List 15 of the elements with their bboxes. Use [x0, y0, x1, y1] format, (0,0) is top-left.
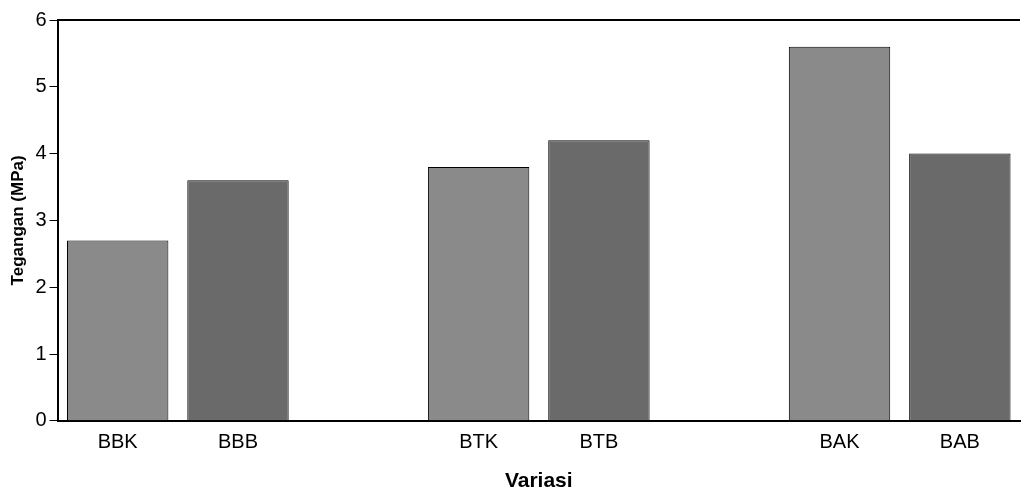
- y-tick-label: 4: [35, 141, 47, 164]
- x-tick-label: BTB: [579, 430, 619, 453]
- y-tick-label: 1: [35, 341, 47, 364]
- x-tick-label: BBK: [97, 430, 139, 453]
- x-tick-label: BAK: [819, 430, 861, 453]
- y-tick-label: 3: [35, 207, 47, 230]
- y-tick-label: 6: [35, 7, 47, 30]
- x-axis-title: Variasi: [504, 468, 573, 492]
- y-tick-label: 5: [35, 74, 47, 97]
- y-axis-title: Tegangan (MPa): [7, 155, 27, 286]
- x-tick-label: BBB: [217, 430, 258, 453]
- y-tick-label: 0: [35, 408, 47, 431]
- x-tick-label: BAB: [939, 430, 980, 453]
- x-tick-label: BTK: [459, 430, 499, 453]
- y-tick-label: 2: [35, 274, 47, 297]
